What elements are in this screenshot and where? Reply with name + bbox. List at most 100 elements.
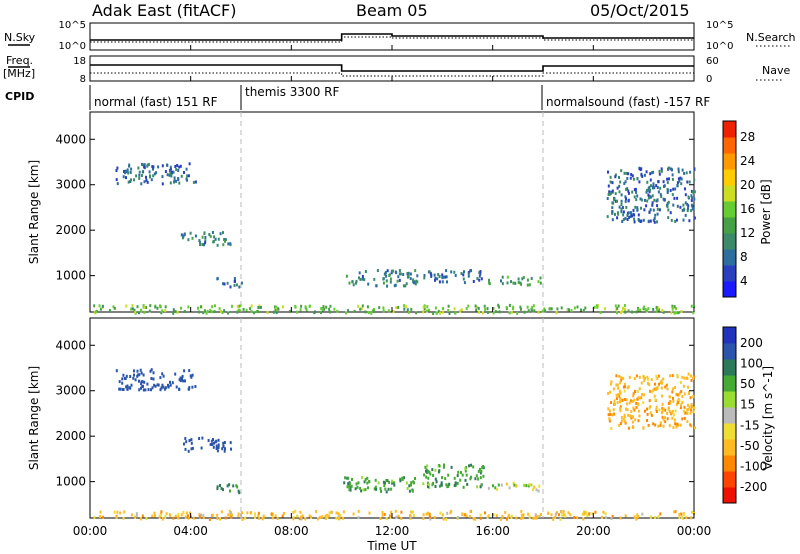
velocity-echo-cell (671, 390, 674, 394)
power-echo-cell (423, 304, 426, 308)
power-echo-cell (98, 304, 101, 308)
velocity-ytick-label: 3000 (55, 384, 86, 398)
power-echo-cell (336, 309, 339, 313)
velocity-echo-cell (657, 374, 660, 378)
velocity-echo-cell (494, 486, 497, 490)
velocity-echo-cell (178, 378, 181, 382)
velocity-echo-cell (654, 398, 657, 402)
velocity-echo-cell (690, 516, 693, 520)
power-echo-cell (414, 282, 417, 286)
velocity-echo-cell (464, 469, 467, 473)
power-echo-cell (403, 304, 406, 308)
power-echo-cell (624, 216, 627, 220)
power-echo-cell (149, 304, 152, 308)
power-echo-cell (520, 307, 522, 311)
velocity-echo-cell (235, 484, 238, 488)
power-echo-cell (470, 269, 472, 272)
velocity-echo-cell (406, 487, 409, 490)
velocity-echo-cell (429, 517, 432, 521)
velocity-echo-cell (683, 392, 686, 396)
power-echo-cell (639, 197, 642, 201)
velocity-echo-cell (118, 380, 121, 384)
velocity-echo-cell (171, 381, 174, 385)
velocity-echo-cell (638, 414, 641, 418)
velocity-echo-cell (612, 408, 615, 412)
velocity-echo-cell (366, 481, 369, 485)
power-echo-cell (406, 272, 409, 276)
power-echo-cell (444, 275, 447, 279)
velocity-echo-cell (520, 513, 523, 517)
power-echo-cell (154, 305, 157, 309)
power-echo-cell (640, 173, 643, 177)
velocity-echo-cell (672, 396, 674, 400)
power-echo-cell (137, 166, 140, 170)
velocity-echo-cell (459, 478, 462, 482)
power-echo-cell (441, 273, 444, 277)
power-echo-cell (653, 198, 656, 202)
velocity-echo-cell (237, 489, 240, 493)
power-echo-cell (680, 182, 683, 186)
velocity-echo-cell (381, 511, 384, 514)
power-echo-cell (197, 306, 199, 310)
velocity-echo-cell (674, 409, 677, 413)
velocity-echo-cell (613, 399, 616, 403)
power-echo-cell (539, 276, 542, 280)
power-echo-cell (629, 176, 632, 180)
power-echo-cell (250, 310, 253, 313)
velocity-echo-cell (142, 388, 145, 392)
velocity-echo-cell (375, 487, 378, 491)
power-echo-cell (140, 308, 142, 312)
nave-tick-top: 60 (706, 56, 719, 67)
power-echo-cell (423, 307, 426, 311)
power-echo-cell (676, 204, 679, 208)
velocity-echo-cell (620, 378, 623, 382)
power-echo-cell (467, 304, 470, 308)
power-echo-cell (690, 199, 693, 203)
velocity-echo-cell (399, 479, 402, 483)
velocity-echo-cell (610, 427, 613, 430)
velocity-echo-cell (437, 470, 440, 474)
power-echo-cell (474, 304, 477, 308)
velocity-echo-cell (301, 514, 304, 518)
power-echo-cell (680, 177, 683, 181)
velocity-echo-cell (428, 512, 431, 516)
velocity-echo-cell (681, 395, 684, 398)
velocity-echo-cell (659, 423, 662, 427)
velocity-echo-cell (583, 510, 586, 514)
power-echo-cell (166, 163, 168, 167)
velocity-echo-cell (469, 510, 472, 514)
power-echo-cell (616, 199, 618, 203)
power-echo-cell (620, 207, 623, 211)
power-echo-cell (671, 177, 674, 181)
velocity-echo-cell (241, 517, 244, 521)
beam-label: Beam 05 (356, 1, 428, 20)
power-echo-cell (229, 285, 232, 289)
velocity-echo-cell (675, 392, 678, 396)
velocity-echo-cell (462, 485, 465, 489)
velocity-echo-cell (472, 465, 475, 469)
velocity-echo-cell (636, 389, 639, 393)
velocity-echo-cell (691, 510, 693, 514)
power-echo-cell (198, 310, 201, 314)
power-echo-cell (687, 207, 689, 211)
power-echo-cell (367, 311, 370, 315)
velocity-echo-cell (217, 438, 220, 442)
velocity-echo-cell (618, 389, 621, 393)
power-echo-cell (648, 210, 651, 214)
velocity-echo-cell (357, 516, 360, 520)
power-echo-cell (194, 180, 197, 184)
power-echo-cell (384, 270, 387, 274)
velocity-echo-cell (237, 512, 240, 516)
velocity-echo-cell (208, 518, 211, 521)
velocity-echo-cell (209, 443, 212, 446)
velocity-echo-cell (623, 413, 626, 417)
power-echo-cell (692, 207, 695, 211)
power-echo-cell (161, 182, 164, 186)
power-echo-cell (147, 163, 150, 166)
power-echo-cell (429, 271, 432, 275)
power-echo-cell (669, 211, 672, 215)
power-colorbar-tick: 20 (740, 178, 755, 192)
velocity-ytick-label: 4000 (55, 338, 86, 352)
velocity-echo-cell (686, 411, 689, 415)
power-echo-cell (635, 190, 638, 194)
